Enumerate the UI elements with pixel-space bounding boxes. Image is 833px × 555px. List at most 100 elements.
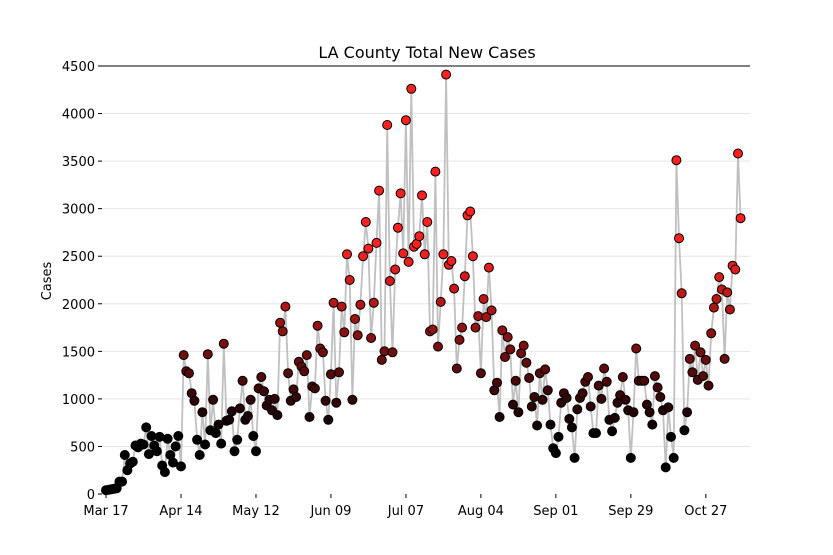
data-point (577, 388, 588, 399)
data-point (272, 410, 283, 421)
data-point (427, 324, 438, 335)
data-point (417, 190, 427, 201)
data-point (371, 237, 382, 248)
data-point (703, 380, 714, 391)
data-point (719, 353, 730, 364)
data-point (698, 371, 709, 382)
y-tick-label: 4500 (62, 60, 95, 75)
data-point (248, 431, 259, 441)
data-point (682, 407, 693, 418)
data-point (526, 401, 537, 412)
data-point (237, 375, 248, 386)
data-point (706, 328, 717, 339)
data-point (735, 213, 746, 224)
data-point (497, 325, 508, 336)
data-point (435, 296, 446, 307)
chart-title: LA County Total New Cases (318, 43, 535, 62)
data-point (430, 166, 441, 177)
data-point (631, 343, 642, 354)
data-point (609, 412, 620, 423)
data-point (194, 450, 205, 460)
data-point (714, 272, 725, 283)
data-point (722, 287, 733, 298)
data-point (159, 467, 170, 478)
data-point (494, 412, 505, 422)
data-point (465, 206, 476, 217)
data-point (347, 394, 358, 405)
data-point (652, 382, 663, 393)
data-point (666, 431, 676, 442)
data-point (331, 397, 342, 408)
data-point (475, 368, 486, 379)
data-point (374, 185, 385, 196)
data-point (216, 438, 227, 449)
data-point (119, 450, 130, 460)
data-point (256, 372, 267, 382)
data-point (363, 243, 374, 254)
data-point (277, 326, 288, 337)
x-tick-label: Sep 01 (533, 504, 578, 519)
data-point (566, 422, 577, 433)
data-point (154, 431, 165, 442)
data-point (197, 407, 208, 418)
data-point (617, 372, 628, 382)
data-point (553, 431, 564, 442)
data-point (564, 413, 575, 424)
data-point (224, 414, 235, 425)
data-point (184, 368, 194, 379)
data-point (545, 419, 556, 430)
data-point (708, 302, 719, 313)
data-point (500, 352, 510, 362)
data-point (508, 399, 518, 410)
data-point (655, 392, 666, 402)
data-point (309, 383, 320, 394)
data-point (390, 264, 401, 275)
data-point (478, 294, 489, 304)
data-point (599, 363, 610, 374)
data-point (569, 452, 580, 463)
data-point (422, 217, 433, 227)
data-point (392, 222, 403, 233)
data-point (730, 264, 741, 275)
data-point (317, 347, 328, 358)
data-point (138, 439, 149, 450)
data-point (366, 333, 377, 343)
data-point (336, 301, 347, 312)
data-point (398, 248, 409, 259)
x-tick-label: Sep 29 (608, 504, 653, 519)
data-point (438, 249, 449, 260)
data-point (269, 393, 280, 404)
data-point (601, 376, 612, 387)
data-point (170, 441, 181, 452)
data-point (178, 350, 189, 361)
data-point (234, 403, 245, 414)
data-points (101, 69, 746, 496)
data-point (596, 393, 607, 404)
data-point (259, 386, 269, 397)
y-tick-label: 0 (87, 488, 95, 503)
y-tick-label: 1500 (62, 345, 95, 360)
data-point (674, 233, 684, 244)
data-point (384, 276, 395, 286)
data-point (505, 344, 516, 355)
data-point (593, 380, 604, 391)
data-point (537, 394, 548, 405)
y-tick-label: 3500 (62, 155, 95, 170)
data-point (291, 392, 302, 402)
data-point (449, 283, 460, 294)
data-point (510, 375, 521, 386)
data-point (358, 251, 369, 262)
data-point (676, 288, 687, 299)
y-tick-label: 500 (70, 440, 95, 455)
data-point (639, 375, 650, 386)
data-point (647, 419, 658, 430)
data-point (213, 419, 224, 430)
data-point (513, 407, 524, 418)
y-axis-label: Cases (40, 261, 55, 300)
x-tick-label: May 12 (232, 504, 280, 519)
data-point (486, 305, 497, 316)
data-point (524, 373, 535, 383)
data-point (532, 420, 543, 431)
data-point (176, 461, 186, 472)
